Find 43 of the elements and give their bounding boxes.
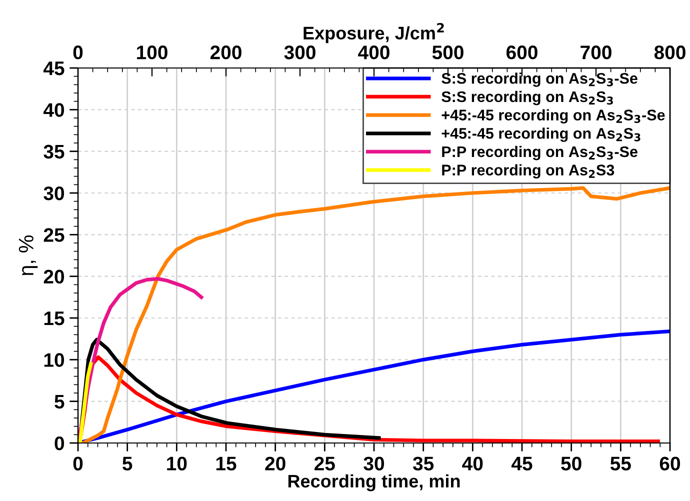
x2-tick-label: 500 (432, 46, 464, 60)
legend-label: +45:-45 recording on As$_{2}$S$_{3}$ (442, 128, 640, 142)
x-tick-label: 45 (511, 456, 532, 470)
y-tick-label: 5 (54, 395, 64, 409)
y-tick-label: 30 (44, 186, 64, 200)
y-tick-label: 0 (54, 436, 64, 450)
y-tick-label: 35 (44, 144, 64, 159)
line-series (81, 186, 670, 443)
x-tick-label: 0 (73, 456, 83, 470)
y-tick-label: 45 (43, 62, 64, 76)
x-tick-label: 10 (167, 456, 187, 470)
x-tick-label: 15 (216, 456, 236, 470)
x2-tick-label: 300 (284, 46, 316, 60)
x-tick-label: 55 (610, 456, 631, 470)
x-tick-label: 50 (561, 456, 582, 470)
x-tick-label: 30 (364, 456, 384, 471)
line-series (78, 362, 93, 443)
y-tick-label: 15 (44, 312, 64, 326)
x2-tick-label: 200 (210, 46, 242, 60)
x2-tick-label: 700 (580, 46, 612, 60)
x-tick-label: 60 (660, 456, 680, 470)
y-tick-label: 25 (44, 228, 64, 242)
y-tick-label: 20 (44, 270, 64, 284)
x2-tick-label: 0 (73, 46, 83, 60)
y-tick-label: 40 (43, 103, 64, 117)
x2-tick-label: 800 (654, 46, 686, 60)
x-axis-title: Recording time, min (288, 474, 460, 492)
x-tick-label: 20 (265, 456, 286, 470)
y-tick-label: 10 (44, 353, 64, 367)
x2-tick-label: 400 (358, 46, 390, 60)
y-axis-title: η, % (18, 235, 38, 276)
legend-label: P:P recording on As$_{2}$S$_{3}$-Se (442, 146, 638, 160)
x2-tick-label: 600 (506, 46, 538, 60)
legend-label: S:S recording on As$_{2}$S$_{3}$ (442, 90, 613, 106)
x-tick-label: 40 (462, 456, 483, 470)
x-tick-label: 25 (314, 456, 335, 470)
x2-tick-label: 100 (137, 46, 168, 60)
legend-label: P:P recording on As$_{2}$S3 (442, 164, 614, 179)
x-tick-label: 5 (122, 456, 132, 470)
x-tick-label: 35 (412, 456, 434, 471)
legend-label: +45:-45 recording on As$_{2}$S$_{3}$-Se (442, 109, 665, 124)
x2-axis-title: Exposure, J/cm$^{2}$ (304, 23, 444, 44)
legend-label: S:S recording on As$_{2}$S$_{3}$-Se (442, 72, 638, 87)
